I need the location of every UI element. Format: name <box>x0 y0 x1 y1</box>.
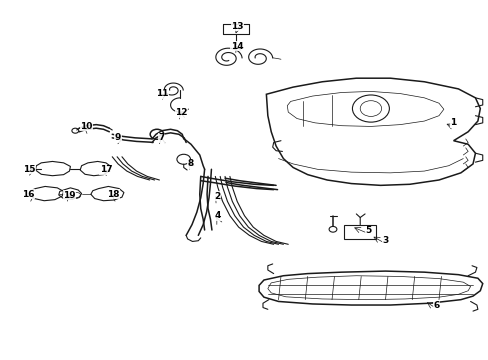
Text: 1: 1 <box>449 118 456 127</box>
Text: 17: 17 <box>100 166 112 175</box>
Text: 15: 15 <box>23 165 36 174</box>
Text: 12: 12 <box>175 108 187 117</box>
Text: 3: 3 <box>382 236 388 245</box>
Text: 10: 10 <box>80 122 92 131</box>
Text: 4: 4 <box>214 211 221 220</box>
Text: 13: 13 <box>230 22 243 31</box>
Text: 19: 19 <box>63 190 76 199</box>
Text: 8: 8 <box>187 159 194 168</box>
Bar <box>344 225 375 239</box>
Text: 9: 9 <box>115 133 121 142</box>
Text: 16: 16 <box>22 190 34 199</box>
Text: 2: 2 <box>214 192 221 201</box>
Text: 14: 14 <box>230 41 243 50</box>
Text: 6: 6 <box>432 301 439 310</box>
Text: 11: 11 <box>155 89 168 98</box>
Text: 5: 5 <box>365 226 371 235</box>
Text: 7: 7 <box>158 133 164 142</box>
Text: 18: 18 <box>107 190 119 199</box>
